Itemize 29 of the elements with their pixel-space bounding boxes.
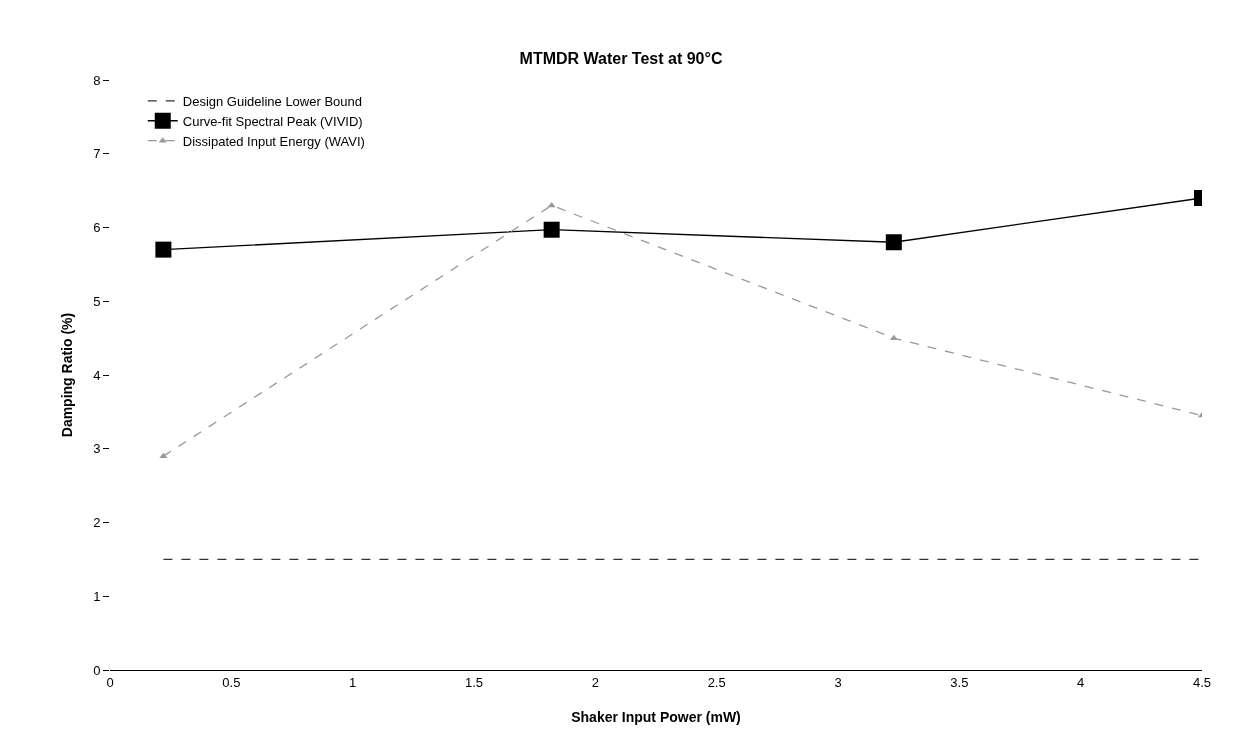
x-tick-label: 1.5 xyxy=(464,674,484,690)
y-axis-title: Damping Ratio (%) xyxy=(59,312,75,438)
legend-label: Design Guideline Lower Bound xyxy=(182,93,362,109)
chart-title: MTMDR Water Test at 90°C xyxy=(519,49,723,67)
y-tick-label: 7 xyxy=(93,146,101,162)
point xyxy=(155,241,172,258)
x-tick-label: 3 xyxy=(834,674,842,690)
legend-label: Curve-fit Spectral Peak (VIVID) xyxy=(182,113,363,129)
x-axis-title: Shaker Input Power (mW) xyxy=(571,709,741,725)
x-tick-label: 3.5 xyxy=(950,674,969,690)
y-tick-label: 5 xyxy=(93,293,101,309)
legend-label: Dissipated Input Energy (WAVI) xyxy=(182,133,365,149)
y-tick-label: 8 xyxy=(93,72,101,88)
x-tick-label: 0.5 xyxy=(222,674,241,690)
point xyxy=(885,234,902,251)
x-tick-label: 2.5 xyxy=(707,674,726,690)
y-tick-label: 0 xyxy=(93,662,101,678)
point xyxy=(547,201,556,208)
point xyxy=(543,221,560,238)
x-tick-label: 0 xyxy=(106,674,114,690)
y-tick-label: 6 xyxy=(93,220,101,236)
y-tick-label: 3 xyxy=(93,441,101,457)
x-tick-label: 2 xyxy=(591,674,599,690)
x-tick-label: 4.5 xyxy=(1192,674,1212,690)
y-tick-label: 4 xyxy=(93,367,101,383)
x-tick-label: 4 xyxy=(1077,674,1085,690)
x-tick-label: 1 xyxy=(349,674,357,690)
y-tick-label: 2 xyxy=(93,515,101,531)
y-tick-label: 1 xyxy=(93,588,101,604)
